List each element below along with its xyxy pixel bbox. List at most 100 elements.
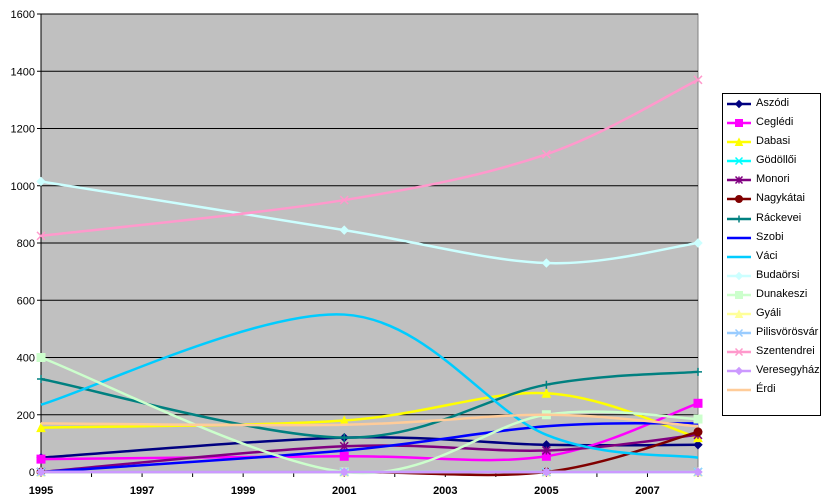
- series-line: [40, 433, 699, 474]
- data-point: [339, 467, 349, 477]
- legend-item: Szentendrei: [723, 343, 820, 362]
- series-Érdi: [40, 413, 699, 428]
- data-point: [693, 75, 703, 85]
- legend-item: Érdi: [723, 381, 820, 400]
- legend-item: Nagykátai: [723, 190, 820, 209]
- legend-swatch: [727, 389, 751, 392]
- y-tick-label: 200: [17, 410, 35, 422]
- data-point: [693, 398, 703, 408]
- series-line: [40, 313, 699, 459]
- legend-swatch: [727, 157, 751, 166]
- data-point: [36, 422, 46, 433]
- data-point: [734, 309, 744, 319]
- data-point: [37, 374, 45, 383]
- legend-swatch: [727, 195, 751, 204]
- data-point: [36, 176, 46, 187]
- legend-item: Ceglédi: [723, 114, 820, 133]
- data-point: [735, 290, 743, 299]
- data-point: [339, 195, 349, 205]
- series-Szentendrei: [36, 75, 703, 241]
- series-Budaörsi: [36, 176, 703, 268]
- legend-swatch: [727, 367, 751, 376]
- data-point: [541, 446, 551, 456]
- legend-item: Ráckevei: [723, 210, 820, 229]
- legend-item: Gödöllői: [723, 152, 820, 171]
- legend-swatch: [727, 119, 751, 128]
- data-point: [36, 467, 46, 477]
- y-tick-label: 1600: [11, 9, 35, 21]
- legend-label: Budaörsi: [756, 268, 800, 281]
- data-point: [735, 119, 743, 128]
- legend-item: Váci: [723, 248, 820, 267]
- y-tick-label: 0: [29, 467, 35, 479]
- data-point: [340, 433, 349, 442]
- legend-swatch: [727, 215, 751, 223]
- data-point: [734, 271, 744, 281]
- data-point: [339, 451, 349, 461]
- series-Ceglédi: [36, 398, 703, 464]
- x-tick-label: 2007: [635, 485, 659, 497]
- legend-swatch: [727, 271, 751, 281]
- x-tick-label: 1999: [231, 485, 255, 497]
- data-point: [36, 353, 46, 362]
- series-line: [40, 180, 699, 265]
- x-tick-label: 2005: [534, 485, 558, 497]
- legend-item: Gyáli: [723, 305, 820, 324]
- series-line: [40, 356, 699, 475]
- data-point: [734, 176, 744, 185]
- series-line: [40, 421, 699, 474]
- legend-item: Budaörsi: [723, 267, 820, 286]
- data-point: [734, 348, 744, 357]
- x-tick-label: 1995: [29, 485, 53, 497]
- series-Veresegyház: [36, 467, 703, 477]
- legend-label: Gödöllői: [756, 154, 797, 167]
- data-point: [734, 137, 744, 147]
- legend-swatch: [727, 176, 751, 185]
- series-line: [40, 391, 699, 439]
- legend-label: Ceglédi: [756, 116, 794, 129]
- legend-label: Érdi: [756, 383, 776, 396]
- legend-label: Szobi: [756, 230, 784, 243]
- data-point: [541, 467, 552, 477]
- y-tick-label: 800: [17, 238, 35, 250]
- data-point: [541, 258, 552, 268]
- series-line: [40, 413, 699, 428]
- legend-item: Aszódi: [723, 95, 820, 114]
- data-point: [541, 388, 552, 398]
- data-point: [693, 427, 703, 437]
- data-point: [542, 380, 551, 389]
- legend-swatch: [727, 236, 751, 239]
- series-line: [40, 78, 699, 238]
- data-point: [734, 329, 744, 338]
- data-point: [735, 215, 743, 223]
- x-tick-label: 1997: [130, 485, 154, 497]
- legend-item: Veresegyház: [723, 362, 820, 381]
- data-point: [36, 231, 46, 241]
- legend-label: Nagykátai: [756, 192, 805, 205]
- series-line: [40, 402, 699, 462]
- legend-label: Dabasi: [756, 135, 791, 148]
- legend-item: Szobi: [723, 229, 820, 248]
- legend-item: Dunakeszi: [723, 286, 820, 305]
- legend-label: Gyáli: [756, 307, 782, 320]
- y-tick-label: 1400: [11, 66, 35, 78]
- legend-item: Dabasi: [723, 133, 820, 152]
- legend-label: Ráckevei: [756, 211, 802, 224]
- legend-label: Dunakeszi: [756, 287, 808, 300]
- y-tick-label: 600: [17, 295, 35, 307]
- legend-swatch: [727, 309, 751, 319]
- legend-label: Aszódi: [756, 97, 790, 109]
- y-tick-label: 1000: [11, 181, 35, 193]
- legend-swatch: [727, 329, 751, 338]
- legend-label: Veresegyház: [756, 364, 820, 377]
- data-point: [694, 367, 702, 376]
- data-point: [339, 441, 349, 451]
- y-tick-label: 1200: [11, 124, 35, 136]
- legend-item: Pilisvörösvár: [723, 324, 820, 343]
- legend-swatch: [727, 255, 751, 258]
- data-point: [734, 367, 744, 376]
- legend-label: Pilisvörösvár: [756, 326, 819, 339]
- legend-swatch: [727, 137, 751, 147]
